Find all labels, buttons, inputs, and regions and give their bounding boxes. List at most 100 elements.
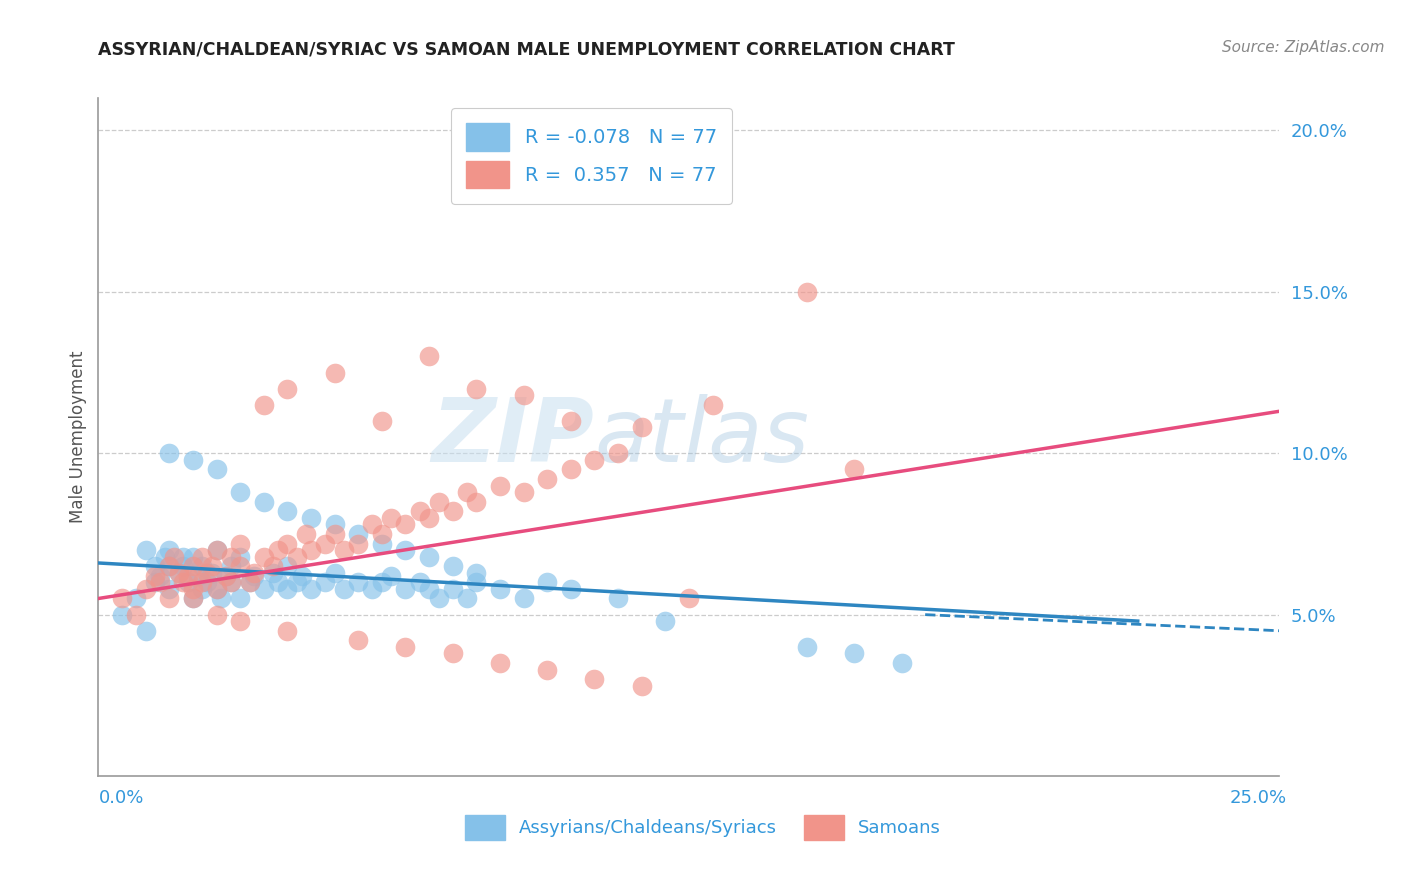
Point	[125, 607, 148, 622]
Point	[323, 366, 346, 380]
Point	[276, 582, 298, 596]
Point	[489, 656, 512, 670]
Point	[276, 559, 298, 574]
Point	[276, 504, 298, 518]
Text: ASSYRIAN/CHALDEAN/SYRIAC VS SAMOAN MALE UNEMPLOYMENT CORRELATION CHART: ASSYRIAN/CHALDEAN/SYRIAC VS SAMOAN MALE …	[98, 40, 955, 58]
Point	[465, 382, 488, 396]
Point	[441, 559, 464, 574]
Point	[380, 569, 402, 583]
Point	[299, 510, 322, 524]
Point	[489, 478, 512, 492]
Point	[536, 472, 558, 486]
Point	[267, 543, 290, 558]
Point	[465, 575, 488, 590]
Point	[157, 446, 180, 460]
Point	[347, 536, 370, 550]
Point	[253, 398, 276, 412]
Point	[276, 624, 298, 638]
Point	[111, 607, 134, 622]
Point	[512, 388, 534, 402]
Point	[181, 452, 204, 467]
Point	[191, 559, 214, 574]
Point	[323, 517, 346, 532]
Point	[243, 566, 266, 580]
Point	[209, 591, 232, 606]
Point	[167, 566, 190, 580]
Point	[465, 494, 488, 508]
Point	[796, 640, 818, 654]
Point	[371, 536, 394, 550]
Point	[796, 285, 818, 299]
Point	[229, 549, 252, 564]
Point	[512, 485, 534, 500]
Point	[187, 569, 209, 583]
Point	[276, 536, 298, 550]
Point	[427, 494, 450, 508]
Point	[239, 575, 262, 590]
Point	[172, 575, 194, 590]
Point	[394, 517, 416, 532]
Point	[465, 566, 488, 580]
Point	[153, 549, 176, 564]
Point	[630, 679, 652, 693]
Point	[177, 575, 200, 590]
Point	[408, 504, 430, 518]
Point	[205, 543, 228, 558]
Point	[347, 633, 370, 648]
Point	[253, 582, 276, 596]
Point	[394, 543, 416, 558]
Point	[299, 582, 322, 596]
Point	[177, 569, 200, 583]
Point	[157, 559, 180, 574]
Point	[201, 559, 224, 574]
Point	[262, 559, 284, 574]
Point	[143, 559, 166, 574]
Point	[418, 350, 440, 364]
Point	[181, 591, 204, 606]
Point	[323, 527, 346, 541]
Point	[172, 549, 194, 564]
Point	[361, 582, 384, 596]
Point	[181, 582, 204, 596]
Point	[347, 527, 370, 541]
Point	[418, 582, 440, 596]
Point	[135, 543, 157, 558]
Point	[299, 543, 322, 558]
Point	[890, 656, 912, 670]
Point	[314, 536, 336, 550]
Point	[347, 575, 370, 590]
Legend: R = -0.078   N = 77, R =  0.357   N = 77: R = -0.078 N = 77, R = 0.357 N = 77	[451, 108, 733, 203]
Point	[285, 549, 308, 564]
Point	[583, 452, 606, 467]
Point	[157, 591, 180, 606]
Point	[276, 382, 298, 396]
Point	[489, 582, 512, 596]
Point	[560, 414, 582, 428]
Point	[172, 559, 194, 574]
Point	[702, 398, 724, 412]
Point	[243, 569, 266, 583]
Point	[215, 569, 238, 583]
Point	[163, 549, 186, 564]
Point	[125, 591, 148, 606]
Point	[157, 543, 180, 558]
Point	[143, 575, 166, 590]
Point	[219, 575, 242, 590]
Point	[253, 549, 276, 564]
Point	[191, 575, 214, 590]
Point	[205, 582, 228, 596]
Point	[314, 575, 336, 590]
Point	[205, 582, 228, 596]
Point	[380, 510, 402, 524]
Y-axis label: Male Unemployment: Male Unemployment	[69, 351, 87, 524]
Text: atlas: atlas	[595, 394, 810, 480]
Text: ZIP: ZIP	[432, 393, 595, 481]
Point	[333, 582, 356, 596]
Point	[195, 575, 218, 590]
Point	[191, 549, 214, 564]
Point	[229, 614, 252, 628]
Point	[219, 575, 242, 590]
Text: Source: ZipAtlas.com: Source: ZipAtlas.com	[1222, 40, 1385, 55]
Point	[295, 527, 318, 541]
Point	[219, 549, 242, 564]
